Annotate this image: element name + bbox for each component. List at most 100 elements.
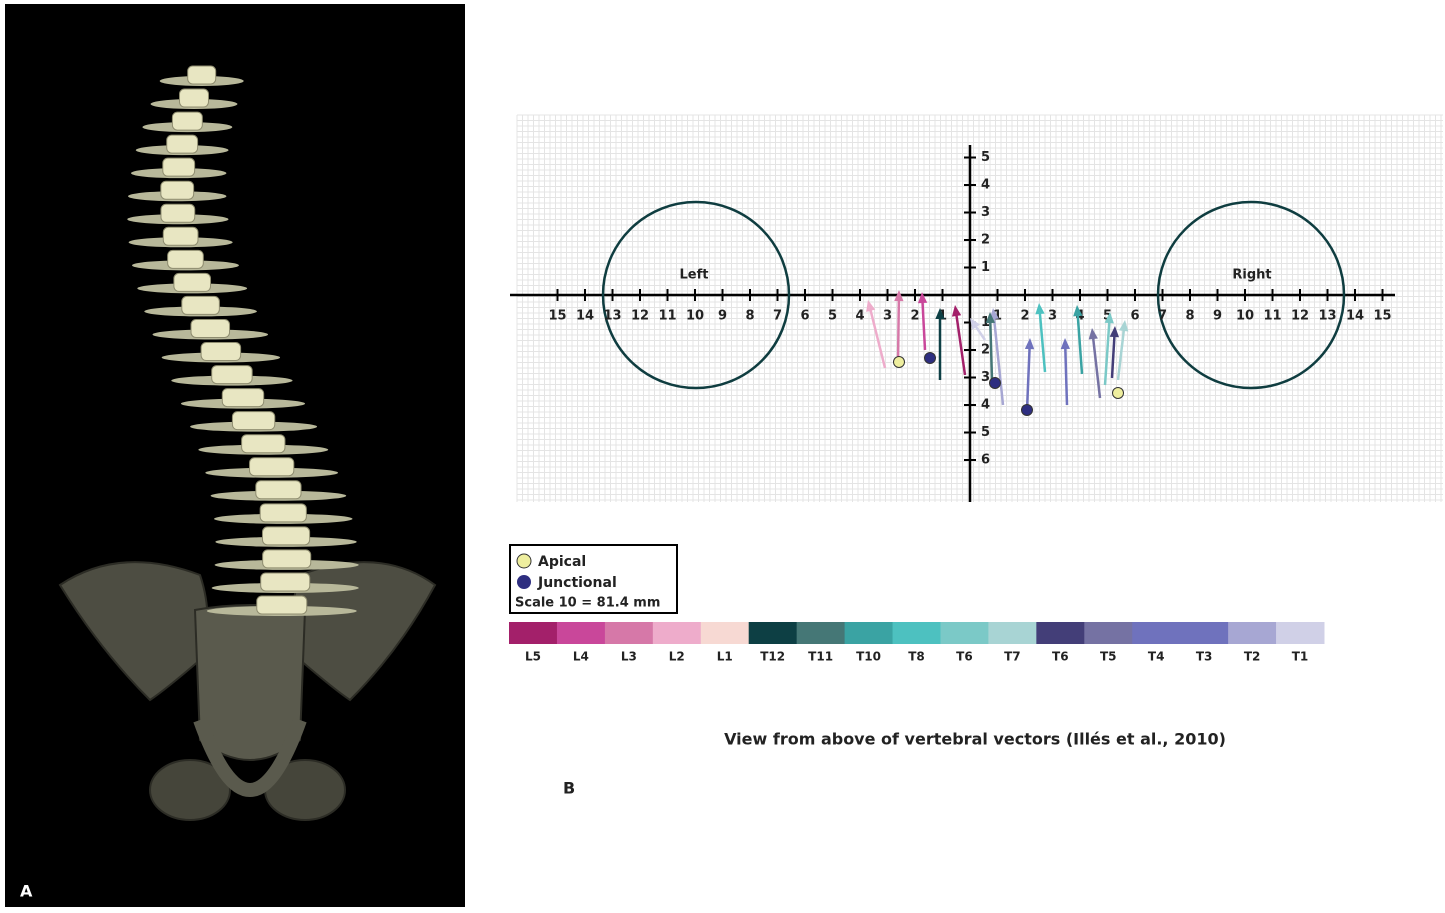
colorbar-label: T1 (1292, 650, 1309, 664)
vector-shaft (1093, 334, 1100, 398)
legend-label: Apical (538, 554, 586, 570)
colorbar-label: T7 (1004, 650, 1021, 664)
colorbar-swatch (749, 622, 797, 644)
colorbar-swatch (1132, 622, 1180, 644)
legend-scale: Scale 10 = 81.4 mm (515, 596, 660, 611)
vector-head (918, 292, 927, 303)
x-tick-label: 6 (800, 309, 809, 324)
colorbar-swatch (653, 622, 701, 644)
x-tick-label: 8 (1185, 309, 1194, 324)
vertebra (250, 458, 294, 476)
colorbar-label: T2 (1244, 650, 1261, 664)
vertebra (163, 158, 195, 176)
colorbar-label: T4 (1148, 650, 1165, 664)
colorbar-swatch (1228, 622, 1276, 644)
colorbar-swatch (1084, 622, 1132, 644)
panel-a-label: A (20, 882, 33, 901)
vertebra (191, 319, 230, 337)
vertebra (222, 389, 263, 407)
vertebra (180, 89, 209, 107)
x-tick-label: 15 (1373, 309, 1391, 324)
y-tick-label: 3 (981, 370, 990, 385)
figure: A Left Right 151413121110987654321123456… (0, 0, 1445, 909)
colorbar-label: L1 (717, 650, 733, 664)
vector-head (1025, 338, 1034, 349)
panel-a-background (5, 4, 465, 907)
colorbar-label: T5 (1100, 650, 1117, 664)
x-tick-label: 15 (548, 309, 566, 324)
x-tick-label: 2 (910, 309, 919, 324)
vertebra (262, 527, 309, 545)
colorbar-label: L4 (573, 650, 589, 664)
colorbar-label: L3 (621, 650, 637, 664)
y-tick-label: 4 (981, 398, 990, 413)
vertebra (261, 573, 310, 591)
colorbar-label: T3 (1196, 650, 1213, 664)
y-tick-label: 6 (981, 453, 990, 468)
colorbar-swatch (988, 622, 1036, 644)
vertebra (168, 250, 204, 268)
colorbar-swatch (797, 622, 845, 644)
panel-b-label: B (563, 779, 575, 798)
y-tick-label: 2 (981, 343, 990, 358)
x-tick-label: 12 (631, 309, 649, 324)
vertebra (182, 296, 220, 314)
circle-label: Left (680, 268, 709, 283)
legend-apical-marker (517, 554, 531, 568)
circle-label: Right (1232, 268, 1271, 283)
vertebra (263, 550, 311, 568)
colorbar-swatch (845, 622, 893, 644)
x-tick-label: 7 (1158, 309, 1167, 324)
x-tick-label: 13 (1318, 309, 1336, 324)
y-tick-label: 5 (981, 150, 990, 165)
vertebra (161, 181, 194, 199)
colorbar-swatch (893, 622, 941, 644)
colorbar-label: T6 (956, 650, 973, 664)
colorbar-label: T8 (908, 650, 925, 664)
vertebra (161, 204, 195, 222)
caption: View from above of vertebral vectors (Il… (724, 730, 1226, 749)
x-tick-label: 3 (1048, 309, 1057, 324)
x-tick-label: 2 (1020, 309, 1029, 324)
vector-shaft (922, 298, 925, 350)
colorbar-swatch (1036, 622, 1084, 644)
x-tick-label: 10 (686, 309, 704, 324)
vertebra (256, 481, 301, 499)
colorbar-swatch (701, 622, 749, 644)
y-tick-label: 3 (981, 205, 990, 220)
x-tick-label: 14 (1346, 309, 1364, 324)
vector-shaft (1112, 332, 1115, 378)
vertebra (188, 66, 216, 84)
y-tick-label: 1 (981, 260, 990, 275)
vertebra (232, 412, 274, 430)
x-tick-label: 11 (1263, 309, 1281, 324)
x-tick-label: 9 (1213, 309, 1222, 324)
vertebra (212, 366, 252, 384)
colorbar-swatch (940, 622, 988, 644)
x-tick-label: 6 (1130, 309, 1139, 324)
x-tick-label: 13 (603, 309, 621, 324)
x-tick-label: 9 (718, 309, 727, 324)
vector-head (1061, 338, 1070, 349)
x-tick-label: 8 (745, 309, 754, 324)
y-tick-label: 4 (981, 178, 990, 193)
colorbar-label: L2 (669, 650, 685, 664)
colorbar-swatch (509, 622, 557, 644)
colorbar-swatch (1180, 622, 1228, 644)
x-tick-label: 10 (1236, 309, 1254, 324)
vector-shaft (1118, 326, 1124, 380)
vertebra (163, 227, 198, 245)
colorbar-swatch (605, 622, 653, 644)
x-tick-label: 11 (658, 309, 676, 324)
vector-head (1119, 320, 1128, 332)
vertebra (167, 135, 198, 153)
vertebra (242, 435, 285, 453)
vertebra (201, 343, 240, 361)
legend-junctional-marker (517, 575, 531, 589)
colorbar-swatch (557, 622, 605, 644)
colorbar-label: T11 (808, 650, 833, 664)
legend-label: Junctional (537, 575, 617, 591)
colorbar-swatch (1276, 622, 1324, 644)
x-tick-label: 5 (828, 309, 837, 324)
x-tick-label: 4 (855, 309, 864, 324)
